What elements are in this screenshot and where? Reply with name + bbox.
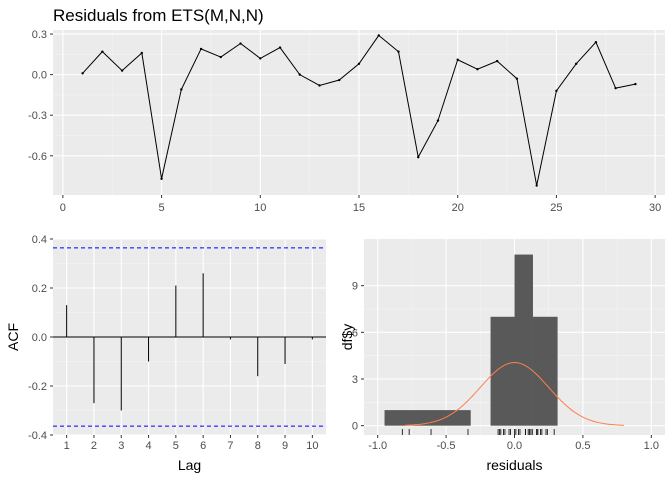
residual-point	[199, 47, 203, 51]
residual-point	[318, 84, 321, 87]
x-tick-label: 10	[254, 202, 266, 214]
residual-point	[574, 62, 578, 66]
x-tick-label: 6	[200, 440, 206, 452]
x-tick-label: 25	[550, 202, 562, 214]
residual-point	[357, 62, 361, 66]
residual-point	[417, 155, 420, 159]
y-tick-label: 0.0	[32, 70, 47, 82]
acf-y-axis-title: ACF	[5, 323, 21, 351]
y-tick-label: -0.2	[28, 381, 47, 393]
x-tick-label: 0	[60, 202, 66, 214]
residual-point	[377, 34, 380, 37]
histogram-bar	[490, 316, 515, 426]
acf-panel: -0.4 -0.2 0.0 0.2 0.4 1 2 3 4 5 6 7 8 9 10 Lag ACF	[5, 234, 326, 473]
histogram-x-axis-title: residuals	[486, 457, 542, 473]
y-tick-label: 0	[352, 421, 358, 433]
x-tick-label: 0.5	[575, 440, 590, 452]
residual-point	[634, 82, 637, 86]
acf-x-axis-title: Lag	[178, 457, 201, 473]
x-tick-label: 4	[145, 440, 151, 452]
x-tick-label: 9	[282, 440, 288, 452]
residual-point	[535, 184, 538, 187]
residual-point	[278, 46, 282, 49]
y-tick-label: 0.2	[32, 283, 47, 295]
residual-point	[239, 42, 242, 45]
histogram-bar	[532, 316, 558, 426]
residual-point	[456, 58, 459, 61]
x-tick-label: 0.0	[507, 440, 522, 452]
y-tick-label: 3	[352, 374, 358, 386]
x-tick-label: 15	[353, 202, 365, 214]
y-tick-label: -0.4	[28, 430, 47, 442]
plot-title: Residuals from ETS(M,N,N)	[53, 6, 264, 25]
x-tick-label: 1	[64, 440, 70, 452]
y-tick-label: 9	[352, 281, 358, 293]
residual-point	[614, 86, 617, 90]
residual-point	[476, 68, 479, 71]
residual-point	[120, 69, 124, 72]
residual-point	[495, 59, 499, 63]
residual-point	[140, 51, 144, 55]
residual-point	[160, 177, 163, 180]
x-tick-label: 5	[173, 440, 179, 452]
x-tick-label: 3	[118, 440, 124, 452]
x-tick-label: 10	[306, 440, 318, 452]
x-tick-label: 2	[91, 440, 97, 452]
x-tick-label: 5	[159, 202, 165, 214]
x-tick-label: -1.0	[368, 440, 387, 452]
residual-point	[515, 77, 519, 80]
x-tick-label: -0.5	[437, 440, 456, 452]
residual-point	[594, 40, 598, 44]
y-tick-label: 6	[352, 327, 358, 339]
y-tick-label: 0.4	[32, 234, 47, 246]
y-tick-label: -0.6	[28, 151, 47, 163]
residual-point	[436, 119, 440, 122]
y-tick-label: 0.0	[32, 332, 47, 344]
residual-point	[397, 50, 400, 53]
x-tick-label: 1.0	[644, 440, 659, 452]
histogram-bar	[384, 410, 471, 426]
residual-point	[219, 55, 223, 59]
histogram-y-axis-title: df$y	[339, 324, 355, 350]
residual-point	[555, 89, 558, 93]
x-tick-label: 8	[255, 440, 261, 452]
x-tick-label: 30	[649, 202, 661, 214]
residual-point	[298, 73, 301, 76]
residual-point	[81, 72, 84, 75]
x-tick-label: 7	[227, 440, 233, 452]
y-tick-label: -0.3	[28, 110, 47, 122]
residual-series-panel: -0.6 -0.3 0.0 0.3 0 5 10 15 20 25 30	[28, 29, 665, 214]
normal-density-curve	[405, 362, 624, 426]
y-tick-label: 0.3	[32, 29, 47, 41]
residual-point	[101, 50, 104, 53]
residual-point	[338, 78, 341, 82]
histogram-panel: 0 3 6 9 -1.0 -0.5 0.0 0.5 1.0 residuals df$y	[339, 239, 665, 473]
residual-point	[180, 88, 183, 91]
histogram-bar	[514, 254, 533, 426]
x-tick-label: 20	[452, 202, 464, 214]
residual-point	[259, 57, 262, 60]
